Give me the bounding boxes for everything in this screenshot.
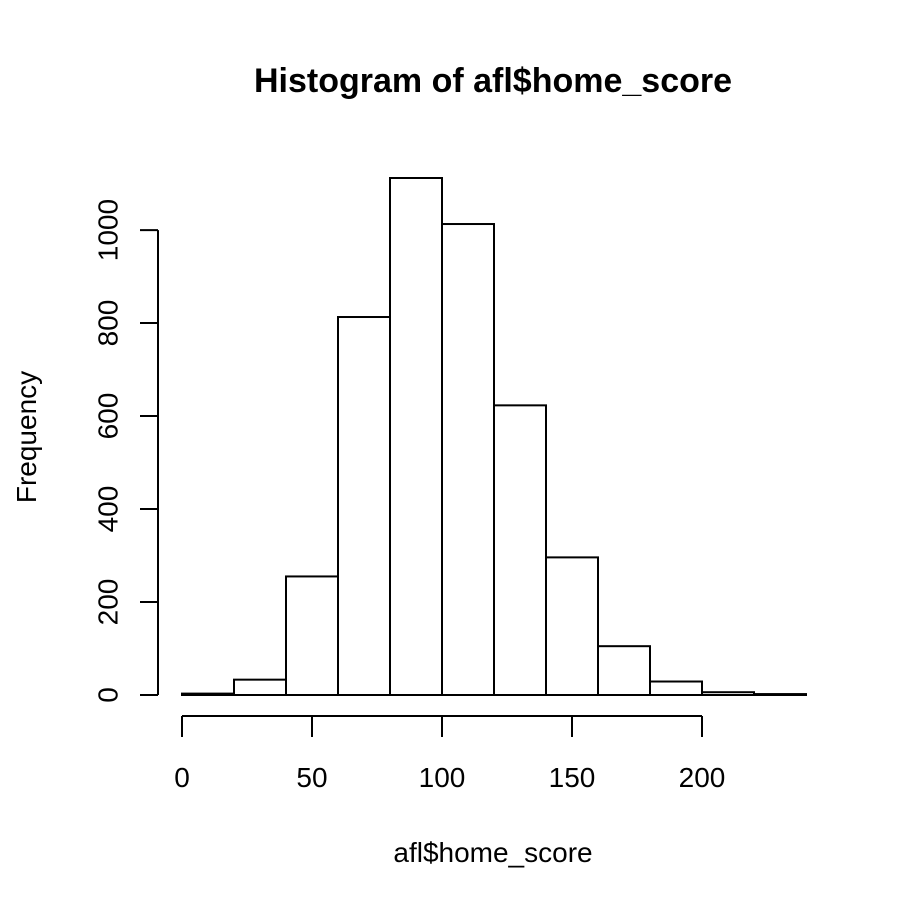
- histogram-bar-180-200: [649, 680, 703, 697]
- histogram-bar-160-180: [597, 645, 651, 697]
- y-tick-label-800: 800: [92, 300, 123, 347]
- y-tick-label-1000: 1000: [92, 199, 123, 261]
- chart-title: Histogram of afl$home_score: [254, 62, 732, 100]
- y-tick-label-600: 600: [92, 393, 123, 440]
- histogram-bar-20-40: [233, 678, 287, 696]
- y-axis: 0 200 400 600 800 1000: [92, 199, 159, 703]
- histogram-bar-140-160: [545, 556, 599, 696]
- histogram-bar-200-220: [701, 691, 755, 697]
- histogram-bar-100-120: [441, 223, 495, 697]
- histogram-bar-120-140: [493, 404, 547, 696]
- histogram-bar-220-240: [753, 693, 807, 696]
- x-tick-label-0: 0: [174, 762, 190, 793]
- histogram-bars: [181, 177, 807, 697]
- histogram-bar-0-20: [181, 692, 235, 697]
- histogram-bar-60-80: [337, 316, 391, 696]
- y-tick-label-200: 200: [92, 579, 123, 626]
- x-tick-label-50: 50: [296, 762, 327, 793]
- y-axis-label: Frequency: [11, 371, 42, 503]
- y-tick-label-400: 400: [92, 486, 123, 533]
- y-tick-label-0: 0: [92, 687, 123, 703]
- histogram-bar-40-60: [285, 575, 339, 697]
- x-tick-label-100: 100: [419, 762, 466, 793]
- x-tick-label-150: 150: [549, 762, 596, 793]
- histogram-bar-80-100: [389, 177, 443, 696]
- x-axis-label: afl$home_score: [393, 837, 592, 868]
- x-axis: 0 50 100 150 200: [174, 715, 726, 793]
- x-tick-label-200: 200: [679, 762, 726, 793]
